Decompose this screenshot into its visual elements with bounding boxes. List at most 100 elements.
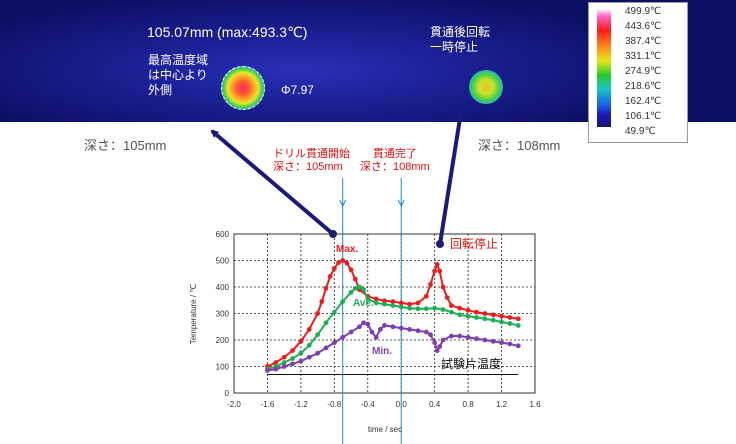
series-point <box>499 319 504 325</box>
series-point <box>457 312 463 318</box>
arrow-origin-right <box>436 240 444 248</box>
series-point <box>423 329 429 335</box>
series-point <box>361 320 366 326</box>
x-tick-label: -1.2 <box>294 400 308 409</box>
series-point <box>440 337 446 343</box>
series-point <box>398 300 404 306</box>
y-tick-label: 100 <box>216 363 230 372</box>
colorbar-label: 331.1℃ <box>625 51 662 62</box>
x-axis-label: time / sec <box>368 425 402 434</box>
series-point <box>348 267 354 273</box>
x-tick-label: 0.0 <box>396 400 408 409</box>
thermal-left-note: 最高温度域は中心より外側 <box>148 53 209 97</box>
colorbar-label: 274.9℃ <box>625 66 662 77</box>
colorbar-gradient <box>597 9 611 127</box>
colorbar-label: 162.4℃ <box>625 96 662 107</box>
x-tick-label: -0.8 <box>327 400 341 409</box>
series-point <box>448 303 454 308</box>
series-point <box>331 340 337 346</box>
series-point <box>415 306 421 312</box>
pierce-done-line2: 深さ：108mm <box>360 161 430 173</box>
chart-vlines <box>267 178 519 444</box>
series-point <box>474 309 479 315</box>
series-point <box>281 354 287 360</box>
series-point <box>490 338 496 344</box>
series-point <box>482 337 488 343</box>
plot-frame <box>233 233 536 394</box>
series-line <box>267 259 519 368</box>
series-point <box>340 334 346 340</box>
series-point <box>390 303 396 308</box>
series-point <box>457 333 463 339</box>
drill-start-note: ドリル貫通開始 深さ：105mm <box>273 148 350 174</box>
y-tick-label: 600 <box>216 230 230 239</box>
series-point <box>331 266 337 271</box>
series-point <box>340 258 346 263</box>
series-point <box>432 340 438 346</box>
series-label-max: Max. <box>336 244 358 255</box>
series-point <box>273 366 279 372</box>
series-point <box>444 295 450 300</box>
series-point <box>437 268 443 274</box>
thermal-left-title: 105.07mm (max:493.3℃) <box>147 24 308 40</box>
series-point <box>428 332 433 338</box>
colorbar-label: 387.4℃ <box>625 36 662 47</box>
series-point <box>281 360 287 365</box>
drill-start-line2: 深さ：105mm <box>273 161 343 173</box>
series-point <box>515 316 521 322</box>
y-tick-label: 500 <box>216 257 230 266</box>
rotation-stop-note: 回転停止 <box>450 236 498 251</box>
time-marker-arrow <box>397 199 405 208</box>
arrow-to-right-image <box>438 110 465 245</box>
series-point <box>440 284 446 290</box>
series-point <box>407 301 412 307</box>
series-point <box>499 313 504 319</box>
series-point <box>348 329 354 335</box>
x-tick-label: -0.4 <box>361 400 375 409</box>
series-point <box>352 276 358 282</box>
x-tick-label: 0.4 <box>429 400 441 409</box>
depth-label-left: 深さ：105mm <box>84 138 167 153</box>
arrow-to-left-image <box>210 129 335 236</box>
series-point <box>373 296 379 302</box>
chart-ticks: -2.0 -1.6 -1.2 -0.8 -0.4 0.0 0.4 0.8 1.2 1.6 0 100 2… <box>216 230 541 409</box>
series-point <box>273 360 279 365</box>
series-point <box>290 348 295 353</box>
series-point <box>448 309 454 315</box>
hot-spot-right <box>469 70 503 104</box>
series-point <box>306 354 312 360</box>
series-point <box>315 311 321 316</box>
series-point <box>361 287 366 293</box>
y-tick-label: 300 <box>216 310 230 319</box>
colorbar-label: 443.6℃ <box>625 21 662 32</box>
series-point <box>352 285 358 291</box>
series-point <box>365 296 371 302</box>
series-point <box>490 312 496 318</box>
series-point <box>415 328 421 334</box>
series-point <box>457 305 463 311</box>
series-point <box>482 316 488 322</box>
pierce-done-line1: 貫通完了 <box>372 148 417 160</box>
series-point <box>515 323 521 328</box>
series-point <box>373 300 379 306</box>
series-point <box>407 327 412 332</box>
series-point <box>344 260 350 266</box>
series-point <box>357 324 362 330</box>
series-point <box>415 300 421 306</box>
time-marker-arrow <box>339 199 347 208</box>
series-point <box>315 332 321 338</box>
series-point <box>490 317 496 323</box>
series-point <box>428 281 433 287</box>
series-point <box>482 311 488 316</box>
series-point <box>290 361 295 367</box>
series-point <box>340 299 346 304</box>
series-point <box>323 345 329 351</box>
series-point <box>382 301 387 307</box>
series-point <box>382 298 387 304</box>
chart-series <box>265 258 521 373</box>
series-point <box>474 315 479 320</box>
series-point <box>373 334 379 340</box>
colorbar-label: 499.9℃ <box>625 6 662 17</box>
series-point <box>390 299 396 304</box>
series-point <box>281 364 287 369</box>
